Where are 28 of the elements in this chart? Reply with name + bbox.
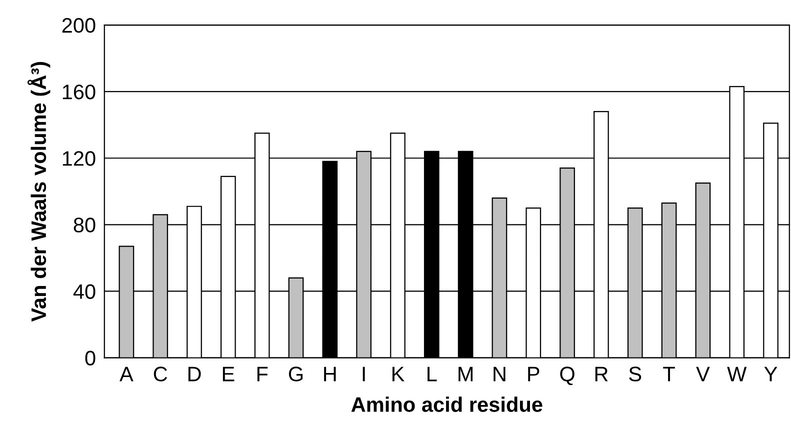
x-tick-label: T: [663, 366, 675, 382]
y-tick-label: 200: [62, 18, 96, 33]
x-tick-label: V: [696, 366, 710, 382]
y-tick-label: 80: [74, 218, 96, 232]
x-tick-label: Q: [560, 366, 574, 386]
x-tick-label: H: [324, 366, 336, 382]
x-tick-label: F: [257, 366, 268, 382]
y-axis-title: Van der Waals volume (Å³): [27, 62, 50, 322]
y-tick-label: 0: [85, 350, 96, 366]
x-tick-label: M: [458, 366, 473, 382]
y-tick-label: 120: [62, 151, 96, 166]
x-axis-title: Amino acid residue: [351, 396, 542, 412]
x-tick-label: N: [494, 366, 506, 382]
x-tick-label: E: [222, 366, 234, 382]
x-tick-label: G: [288, 366, 303, 382]
x-tick-label: I: [362, 366, 365, 382]
x-tick-label: D: [188, 366, 201, 382]
x-tick-label: Y: [764, 366, 778, 382]
x-tick-label: R: [595, 366, 608, 382]
x-tick-label: K: [392, 366, 404, 382]
x-tick-label: S: [629, 366, 642, 382]
x-tick-label: C: [154, 366, 168, 382]
x-tick-label: L: [428, 366, 437, 382]
y-tick-label: 160: [62, 84, 96, 100]
x-tick-label: A: [120, 366, 134, 382]
y-tick-label: 40: [73, 284, 96, 299]
x-tick-label: P: [528, 366, 540, 382]
x-tick-label: W: [727, 366, 747, 382]
